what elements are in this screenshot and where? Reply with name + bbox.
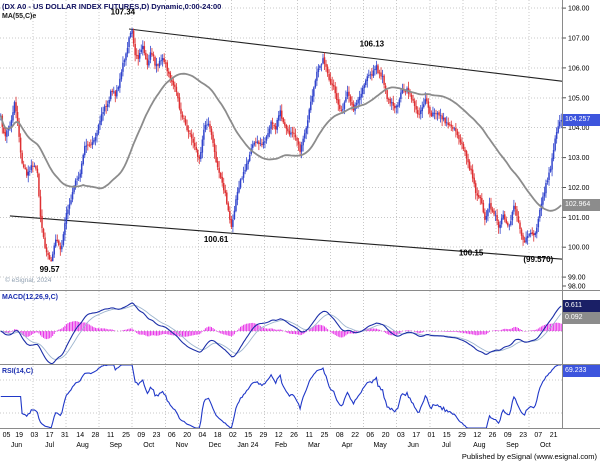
svg-text:Jun: Jun	[408, 442, 419, 449]
svg-text:106.00: 106.00	[568, 65, 590, 72]
chart-header: (DX A0 - US DOLLAR INDEX FUTURES,D) Dyna…	[2, 2, 221, 20]
svg-text:29: 29	[458, 432, 466, 439]
macd-panel-label: MACD(12,26,9,C)	[2, 294, 59, 301]
rsi-panel-label: RSI(14,C)	[2, 368, 34, 375]
svg-text:12: 12	[473, 432, 481, 439]
svg-text:09: 09	[504, 432, 512, 439]
svg-text:(99.570): (99.570)	[523, 255, 553, 264]
rsi-value-tag: 69.233	[563, 365, 600, 377]
macd-signal-line	[0, 304, 562, 360]
candles	[0, 27, 562, 262]
svg-text:03: 03	[31, 432, 39, 439]
svg-text:103.00: 103.00	[568, 155, 590, 162]
svg-text:25: 25	[321, 432, 329, 439]
svg-text:106.13: 106.13	[360, 39, 385, 48]
svg-text:Jul: Jul	[45, 442, 54, 449]
svg-text:Nov: Nov	[176, 442, 189, 449]
svg-text:107.34: 107.34	[111, 8, 136, 17]
copyright-watermark: © eSignal, 2024	[5, 277, 52, 284]
svg-text:Jul: Jul	[442, 442, 451, 449]
svg-text:100.15: 100.15	[459, 249, 484, 258]
svg-text:Sep: Sep	[506, 442, 519, 449]
svg-text:07: 07	[534, 432, 542, 439]
macd-value-tag: 0.611	[563, 300, 600, 313]
svg-text:26: 26	[489, 432, 497, 439]
svg-text:100.61: 100.61	[204, 235, 229, 244]
symbol-title: (DX A0 - US DOLLAR INDEX FUTURES,D) Dyna…	[2, 2, 222, 11]
svg-text:Feb: Feb	[275, 442, 287, 449]
ma-value-tag: 102.964	[563, 199, 600, 212]
last-price-tag: 104.257	[563, 114, 600, 126]
svg-text:20: 20	[382, 432, 390, 439]
svg-text:98.00: 98.00	[568, 284, 586, 291]
svg-text:May: May	[373, 442, 387, 449]
svg-text:108.00: 108.00	[568, 6, 590, 13]
svg-text:03: 03	[397, 432, 405, 439]
svg-text:26: 26	[290, 432, 298, 439]
svg-text:11: 11	[306, 432, 313, 439]
svg-text:02: 02	[229, 432, 237, 439]
svg-text:20: 20	[183, 432, 191, 439]
svg-text:101.00: 101.00	[568, 215, 590, 222]
ma-study-label: MA(55,C)e	[2, 13, 37, 20]
svg-text:14: 14	[76, 432, 84, 439]
svg-text:28: 28	[92, 432, 100, 439]
svg-text:18: 18	[214, 432, 222, 439]
svg-text:23: 23	[153, 432, 161, 439]
svg-text:04: 04	[199, 432, 207, 439]
svg-text:15: 15	[443, 432, 451, 439]
svg-text:09: 09	[137, 432, 145, 439]
svg-text:17: 17	[46, 432, 54, 439]
svg-text:99.00: 99.00	[568, 275, 586, 282]
svg-text:Sep: Sep	[109, 442, 122, 449]
svg-text:21: 21	[550, 432, 558, 439]
svg-text:Jan 24: Jan 24	[237, 442, 258, 449]
svg-text:25: 25	[122, 432, 130, 439]
svg-text:Apr: Apr	[342, 442, 354, 449]
svg-text:100.00: 100.00	[568, 245, 590, 252]
svg-text:19: 19	[15, 432, 23, 439]
svg-text:22: 22	[351, 432, 359, 439]
svg-text:Mar: Mar	[308, 442, 321, 449]
svg-text:Aug: Aug	[473, 442, 486, 449]
svg-text:102.00: 102.00	[568, 185, 590, 192]
svg-text:Jun: Jun	[11, 442, 22, 449]
date-axis[interactable]: 05 19 03 17 31 14 28 11 25 09 23 06 20 04 18 02 15 29 12 26…	[3, 432, 558, 449]
svg-text:11: 11	[107, 432, 114, 439]
svg-text:31: 31	[61, 432, 69, 439]
price-axis[interactable]: 108.00 107.00 106.00 105.00 104.00 103.00 102.…	[562, 6, 590, 291]
svg-text:05: 05	[3, 432, 11, 439]
svg-text:Dec: Dec	[209, 442, 222, 449]
svg-text:Aug: Aug	[76, 442, 89, 449]
trendlines	[9, 28, 563, 260]
svg-text:104.00: 104.00	[568, 125, 590, 132]
svg-text:08: 08	[336, 432, 344, 439]
macd-signal-value-tag: 0.092	[563, 312, 600, 325]
svg-text:12: 12	[275, 432, 283, 439]
svg-text:01: 01	[428, 432, 436, 439]
rsi-line	[0, 364, 562, 429]
published-by-footer: Published by eSignal (www.esignal.com)	[461, 452, 597, 461]
macd-histogram	[1, 321, 562, 340]
macd-line	[0, 302, 562, 365]
svg-text:06: 06	[168, 432, 176, 439]
price-annotations: 107.34 106.13 100.61 100.15 99.57 (99.570)	[40, 8, 554, 274]
svg-text:15: 15	[244, 432, 252, 439]
ma-line	[0, 72, 562, 212]
svg-text:06: 06	[366, 432, 374, 439]
svg-text:99.57: 99.57	[40, 265, 61, 274]
svg-text:23: 23	[519, 432, 527, 439]
svg-text:107.00: 107.00	[568, 36, 590, 43]
svg-text:Oct: Oct	[540, 442, 551, 449]
svg-text:17: 17	[412, 432, 420, 439]
svg-text:Oct: Oct	[143, 442, 154, 449]
svg-text:29: 29	[260, 432, 268, 439]
svg-text:105.00: 105.00	[568, 95, 590, 102]
